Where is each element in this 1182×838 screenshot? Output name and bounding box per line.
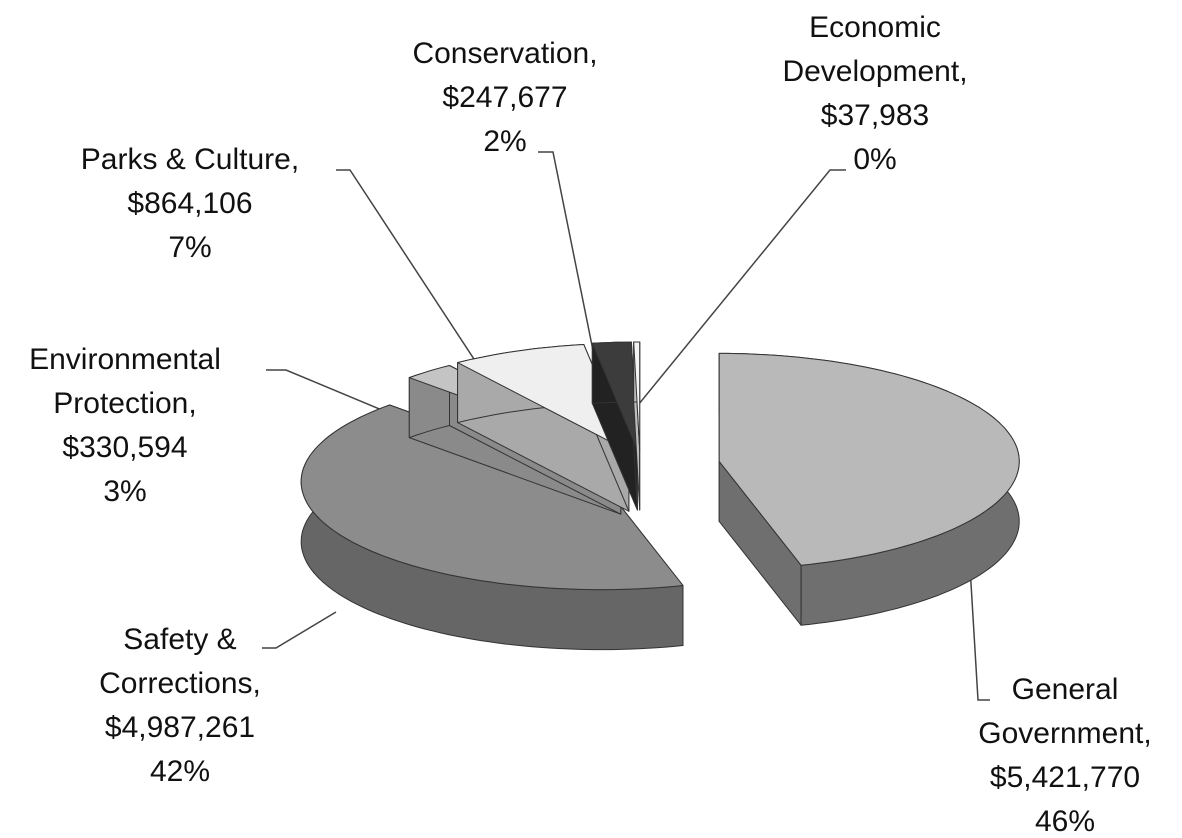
slice-label: Safety & Corrections, $4,987,261 42% (80, 618, 280, 794)
slice-label: General Government, $5,421,770 46% (950, 668, 1180, 838)
value-label: $37,983 (820, 99, 930, 132)
slice-label: Parks & Culture, $864,106 7% (40, 138, 340, 270)
slice-top (633, 341, 641, 451)
slice-top (718, 352, 1020, 566)
category-label: General Government, (978, 673, 1152, 750)
percent-label: 42% (149, 755, 211, 788)
category-label: Parks & Culture, (80, 143, 300, 176)
slice-top (591, 341, 638, 451)
category-label: Safety & Corrections, (99, 623, 261, 700)
value-label: $864,106 (127, 187, 253, 220)
slice-label: Environmental Protection, $330,594 3% (0, 338, 255, 514)
leader-line (538, 151, 606, 411)
value-label: $5,421,770 (989, 761, 1141, 794)
slice-label: Conservation, $247,677 2% (375, 32, 635, 164)
percent-label: 2% (483, 125, 527, 158)
value-label: $247,677 (442, 81, 568, 114)
slice-top (300, 404, 684, 591)
value-label: $4,987,261 (104, 711, 256, 744)
slice (591, 341, 638, 511)
value-label: $330,594 (62, 431, 188, 464)
leader-line (262, 611, 337, 649)
percent-label: 0% (853, 143, 897, 176)
percent-label: 7% (168, 231, 212, 264)
leader-lines (262, 151, 990, 701)
slice (718, 352, 1020, 626)
percent-label: 46% (1034, 805, 1096, 838)
slice-label: Economic Development, $37,983 0% (765, 6, 985, 182)
leader-line (633, 169, 846, 411)
leader-line (336, 169, 511, 415)
slice (457, 344, 630, 512)
category-label: Conservation, (412, 37, 598, 70)
slice (633, 341, 641, 511)
percent-label: 3% (103, 475, 147, 508)
slice-top (457, 344, 630, 452)
category-label: Economic Development, (782, 11, 968, 88)
category-label: Environmental Protection, (29, 343, 221, 420)
